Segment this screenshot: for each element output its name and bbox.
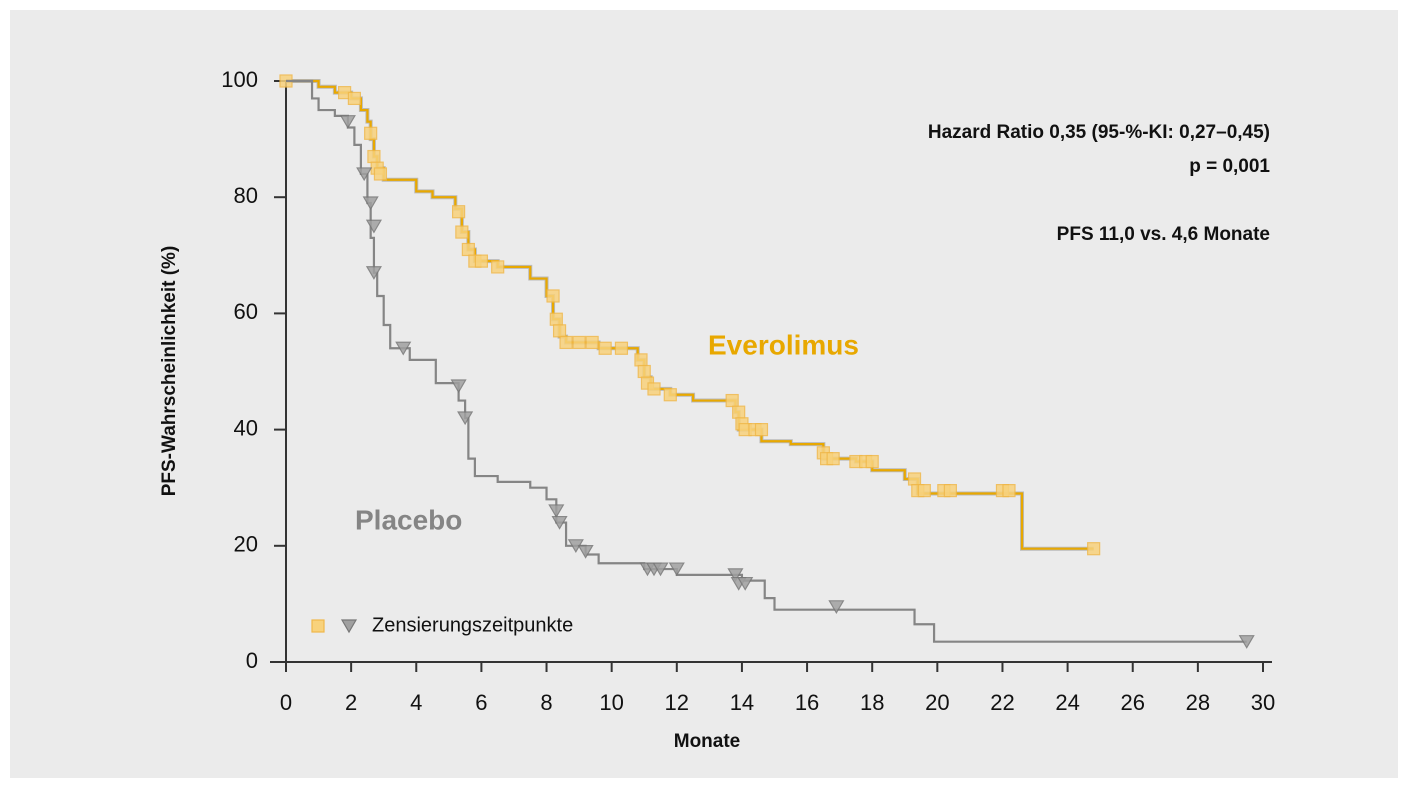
- x-tick-label: 20: [925, 690, 949, 715]
- x-tick-label: 6: [475, 690, 487, 715]
- censor-mark: [559, 335, 573, 350]
- censor-mark: [395, 341, 412, 356]
- censor-mark: [362, 196, 379, 211]
- censor-mark: [598, 341, 612, 355]
- y-tick-label: 20: [234, 532, 258, 557]
- censor-mark: [577, 545, 594, 559]
- censor-mark: [365, 266, 382, 280]
- censor-mark: [474, 254, 488, 268]
- annotation: PFS 11,0 vs. 4,6 Monate: [1057, 224, 1270, 245]
- x-tick-label: 0: [280, 690, 292, 715]
- censor-mark: [725, 393, 739, 408]
- censor-mark: [365, 219, 382, 234]
- censor-mark: [364, 126, 378, 140]
- x-tick-label: 18: [860, 690, 884, 715]
- y-tick-label: 100: [221, 67, 258, 92]
- x-tick-label: 8: [540, 690, 552, 715]
- legend-marker: [340, 619, 358, 634]
- censor-mark: [737, 576, 754, 591]
- x-tick-label: 16: [795, 690, 819, 715]
- series-label: Placebo: [355, 504, 462, 535]
- censor-mark: [546, 289, 560, 303]
- censor-mark: [585, 335, 599, 350]
- series-label: Everolimus: [708, 329, 859, 360]
- x-tick-label: 14: [730, 690, 754, 715]
- y-tick-label: 60: [234, 299, 258, 324]
- censor-mark: [367, 149, 381, 164]
- censor-mark: [457, 411, 474, 426]
- censor-mark: [549, 312, 563, 326]
- censor-mark: [552, 324, 567, 338]
- censor-mark: [727, 568, 744, 583]
- annotation: Hazard Ratio 0,35 (95-%-KI: 0,27–0,45): [928, 122, 1270, 143]
- x-tick-label: 24: [1055, 690, 1079, 715]
- censor-mark: [943, 484, 957, 498]
- censor-mark: [754, 423, 769, 437]
- y-tick-label: 80: [234, 183, 258, 208]
- censor-mark: [452, 205, 466, 219]
- censor-mark: [828, 600, 845, 614]
- x-tick-label: 4: [410, 690, 422, 715]
- x-tick-label: 30: [1251, 690, 1275, 715]
- censor-mark: [647, 382, 661, 396]
- censor-mark: [1087, 542, 1101, 556]
- censor-mark: [548, 504, 565, 519]
- censor-mark: [491, 260, 505, 274]
- annotation: p = 0,001: [1189, 156, 1270, 177]
- x-tick-label: 22: [990, 690, 1014, 715]
- censor-mark: [826, 452, 840, 466]
- y-tick-label: 0: [246, 648, 258, 673]
- censor-mark: [551, 515, 568, 530]
- censor-mark: [637, 364, 651, 379]
- censor-mark: [917, 484, 931, 498]
- x-axis-label: Monate: [674, 731, 741, 752]
- censor-mark: [907, 472, 922, 486]
- censor-mark: [663, 388, 677, 402]
- censor-mark: [455, 225, 469, 239]
- y-axis-label: PFS-Wahrscheinlichkeit (%): [159, 246, 180, 497]
- censor-mark: [1002, 484, 1016, 498]
- censor-mark: [865, 454, 879, 469]
- censor-mark: [461, 242, 475, 257]
- censor-mark: [634, 353, 648, 367]
- censor-mark: [1238, 635, 1255, 649]
- legend-marker: [311, 619, 325, 633]
- x-tick-label: 26: [1120, 690, 1144, 715]
- x-tick-label: 2: [345, 690, 357, 715]
- censor-mark: [450, 379, 467, 394]
- x-tick-label: 12: [665, 690, 689, 715]
- censor-mark: [652, 562, 669, 577]
- y-tick-label: 40: [234, 415, 258, 440]
- censor-mark: [572, 335, 586, 350]
- censor-mark: [668, 562, 685, 577]
- censor-mark: [732, 405, 746, 419]
- censor-mark: [356, 167, 373, 182]
- x-tick-label: 28: [1186, 690, 1210, 715]
- censor-mark: [339, 115, 356, 129]
- panel: [10, 10, 1398, 778]
- censor-mark: [373, 167, 388, 181]
- x-tick-label: 10: [599, 690, 623, 715]
- legend-label: Zensierungszeitpunkte: [372, 614, 573, 636]
- censor-mark: [614, 341, 629, 355]
- censor-mark: [347, 91, 361, 106]
